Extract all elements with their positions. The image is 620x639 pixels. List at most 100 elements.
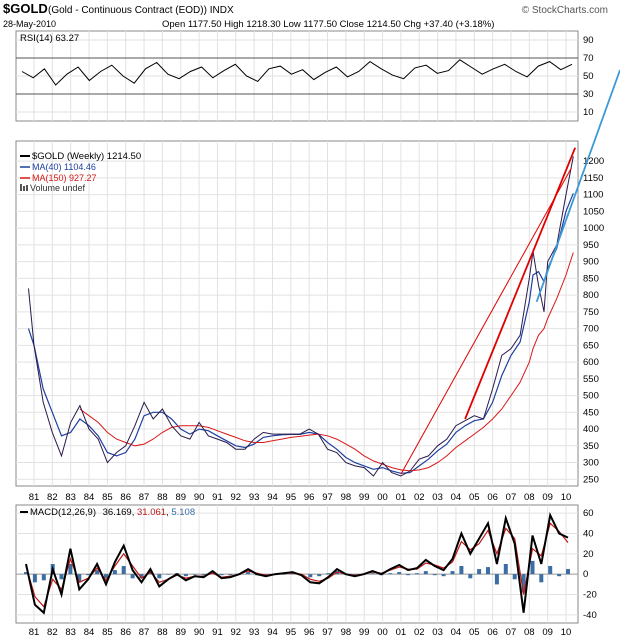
rsi-tick-label: 10 — [583, 107, 594, 118]
rsi-layer: 90 70 50 30 10 — [16, 31, 594, 121]
macd-x-tick-label: 91 — [212, 627, 223, 638]
date-label: 28-May-2010 — [3, 19, 56, 29]
macd-x-tick-label: 86 — [120, 627, 131, 638]
macd-histogram-bar — [219, 574, 224, 576]
price-y-tick-label: 600 — [583, 357, 599, 368]
macd-histogram-bar — [308, 574, 313, 578]
price-x-tick-label: 07 — [506, 492, 517, 503]
price-y-tick-label: 850 — [583, 273, 599, 284]
macd-x-tick-label: 89 — [175, 627, 186, 638]
macd-x-tick-label: 99 — [359, 627, 370, 638]
price-x-tick-label: 93 — [249, 492, 260, 503]
legend-volume-icon — [20, 184, 22, 191]
price-x-tick-label: 95 — [286, 492, 297, 503]
ma40-line — [27, 193, 574, 474]
price-x-tick-label: 00 — [377, 492, 388, 503]
price-legend: $GOLD (Weekly) 1214.50 MA(40) 1104.46 MA… — [20, 151, 141, 193]
rsi-line — [21, 59, 573, 86]
macd-histogram-bar — [521, 574, 526, 593]
macd-x-tick-label: 96 — [304, 627, 315, 638]
macd-histogram-bar — [95, 570, 100, 575]
macd-histogram-bar — [281, 574, 286, 575]
macd-histogram-bar — [86, 574, 91, 576]
macd-x-tick-label: 93 — [249, 627, 260, 638]
macd-line — [25, 512, 569, 615]
price-x-tick-label: 97 — [322, 492, 333, 503]
macd-x-tick-label: 90 — [194, 627, 205, 638]
price-x-tick-label: 08 — [524, 492, 535, 503]
macd-histogram-bar — [24, 572, 28, 575]
macd-histogram-bar — [317, 574, 322, 577]
macd-histogram-bar — [459, 566, 464, 575]
price-y-tick-label: 800 — [583, 290, 599, 301]
price-x-tick-label: 84 — [84, 492, 95, 503]
price-x-tick-label: 10 — [561, 492, 572, 503]
macd-histogram-bar — [77, 574, 82, 582]
macd-histogram-bar — [450, 571, 455, 575]
macd-histogram-bar — [415, 573, 419, 575]
svg-text:MACD(12,26,9) 36.169,: MACD(12,26,9) 36.169, 31.061, 5.108 — [30, 507, 195, 518]
rsi-tick-label: 30 — [583, 89, 594, 100]
price-y-tick-label: 450 — [583, 407, 599, 418]
price-y-tick-label: 1100 — [583, 190, 603, 201]
macd-x-tick-label: 09 — [542, 627, 553, 638]
symbol-title: $GOLD — [3, 1, 48, 16]
macd-x-tick-label: 03 — [432, 627, 443, 638]
price-x-tick-label: 82 — [47, 492, 58, 503]
macd-x-tick-label: 87 — [139, 627, 150, 638]
price-x-tick-label: 06 — [487, 492, 498, 503]
macd-x-tick-label: 95 — [286, 627, 297, 638]
price-y-tick-label: 250 — [583, 474, 599, 485]
macd-tick-label: 60 — [583, 508, 594, 519]
price-x-tick-label: 03 — [432, 492, 443, 503]
macd-x-tick-label: 01 — [396, 627, 407, 638]
macd-x-tick-label: 07 — [506, 627, 517, 638]
price-x-tick-label: 01 — [396, 492, 407, 503]
macd-histogram-bar — [477, 569, 482, 575]
macd-x-tick-label: 92 — [231, 627, 242, 638]
macd-histogram-bar — [41, 574, 46, 581]
macd-x-tick-label: 88 — [157, 627, 168, 638]
macd-histogram-bar — [228, 574, 233, 576]
macd-tick-label: -40 — [583, 610, 597, 621]
price-line — [28, 156, 574, 477]
macd-x-tick-label: 02 — [414, 627, 425, 638]
macd-x-tick-label: 06 — [487, 627, 498, 638]
macd-x-tick-label: 05 — [469, 627, 480, 638]
macd-histogram-bar — [59, 574, 64, 580]
macd-legend-label: MACD(12,26,9) — [30, 507, 96, 518]
watermark: © StockCharts.com — [522, 5, 608, 16]
macd-histogram-bar — [139, 574, 144, 579]
macd-histogram-bar — [432, 574, 437, 576]
price-x-tick-label: 92 — [231, 492, 242, 503]
macd-legend-value: 36.169 — [103, 507, 132, 518]
macd-histogram-bar — [397, 572, 402, 575]
price-x-tick-label: 88 — [157, 492, 168, 503]
macd-tick-label: -20 — [583, 590, 597, 601]
macd-histogram-bar — [441, 574, 446, 577]
price-y-tick-label: 550 — [583, 374, 599, 385]
macd-histogram-bar — [130, 574, 135, 579]
rsi-legend: RSI(14) 63.27 — [20, 33, 79, 44]
macd-histogram-bar — [192, 574, 197, 575]
price-y-tick-label: 700 — [583, 324, 599, 335]
macd-histogram-bar — [406, 574, 411, 576]
macd-tick-label: 20 — [583, 549, 594, 560]
macd-histogram-bar — [388, 573, 393, 575]
price-x-tick-label: 87 — [139, 492, 150, 503]
legend-ma40: MA(40) 1104.46 — [32, 162, 96, 172]
price-y-tick-label: 1150 — [583, 173, 603, 184]
macd-x-tick-label: 83 — [65, 627, 76, 638]
macd-histogram-bar — [201, 574, 206, 576]
macd-histogram-bar — [557, 574, 562, 577]
price-x-tick-label: 99 — [359, 492, 370, 503]
price-y-tick-label: 900 — [583, 257, 599, 268]
price-x-tick-label: 02 — [414, 492, 425, 503]
price-x-tick-label: 91 — [212, 492, 223, 503]
price-panel — [15, 140, 579, 487]
symbol-description: (Gold - Continuous Contract (EOD)) INDX — [48, 5, 234, 16]
price-x-tick-label: 89 — [175, 492, 186, 503]
macd-tick-label: 0 — [583, 569, 588, 580]
macd-histogram-bar — [486, 567, 490, 575]
